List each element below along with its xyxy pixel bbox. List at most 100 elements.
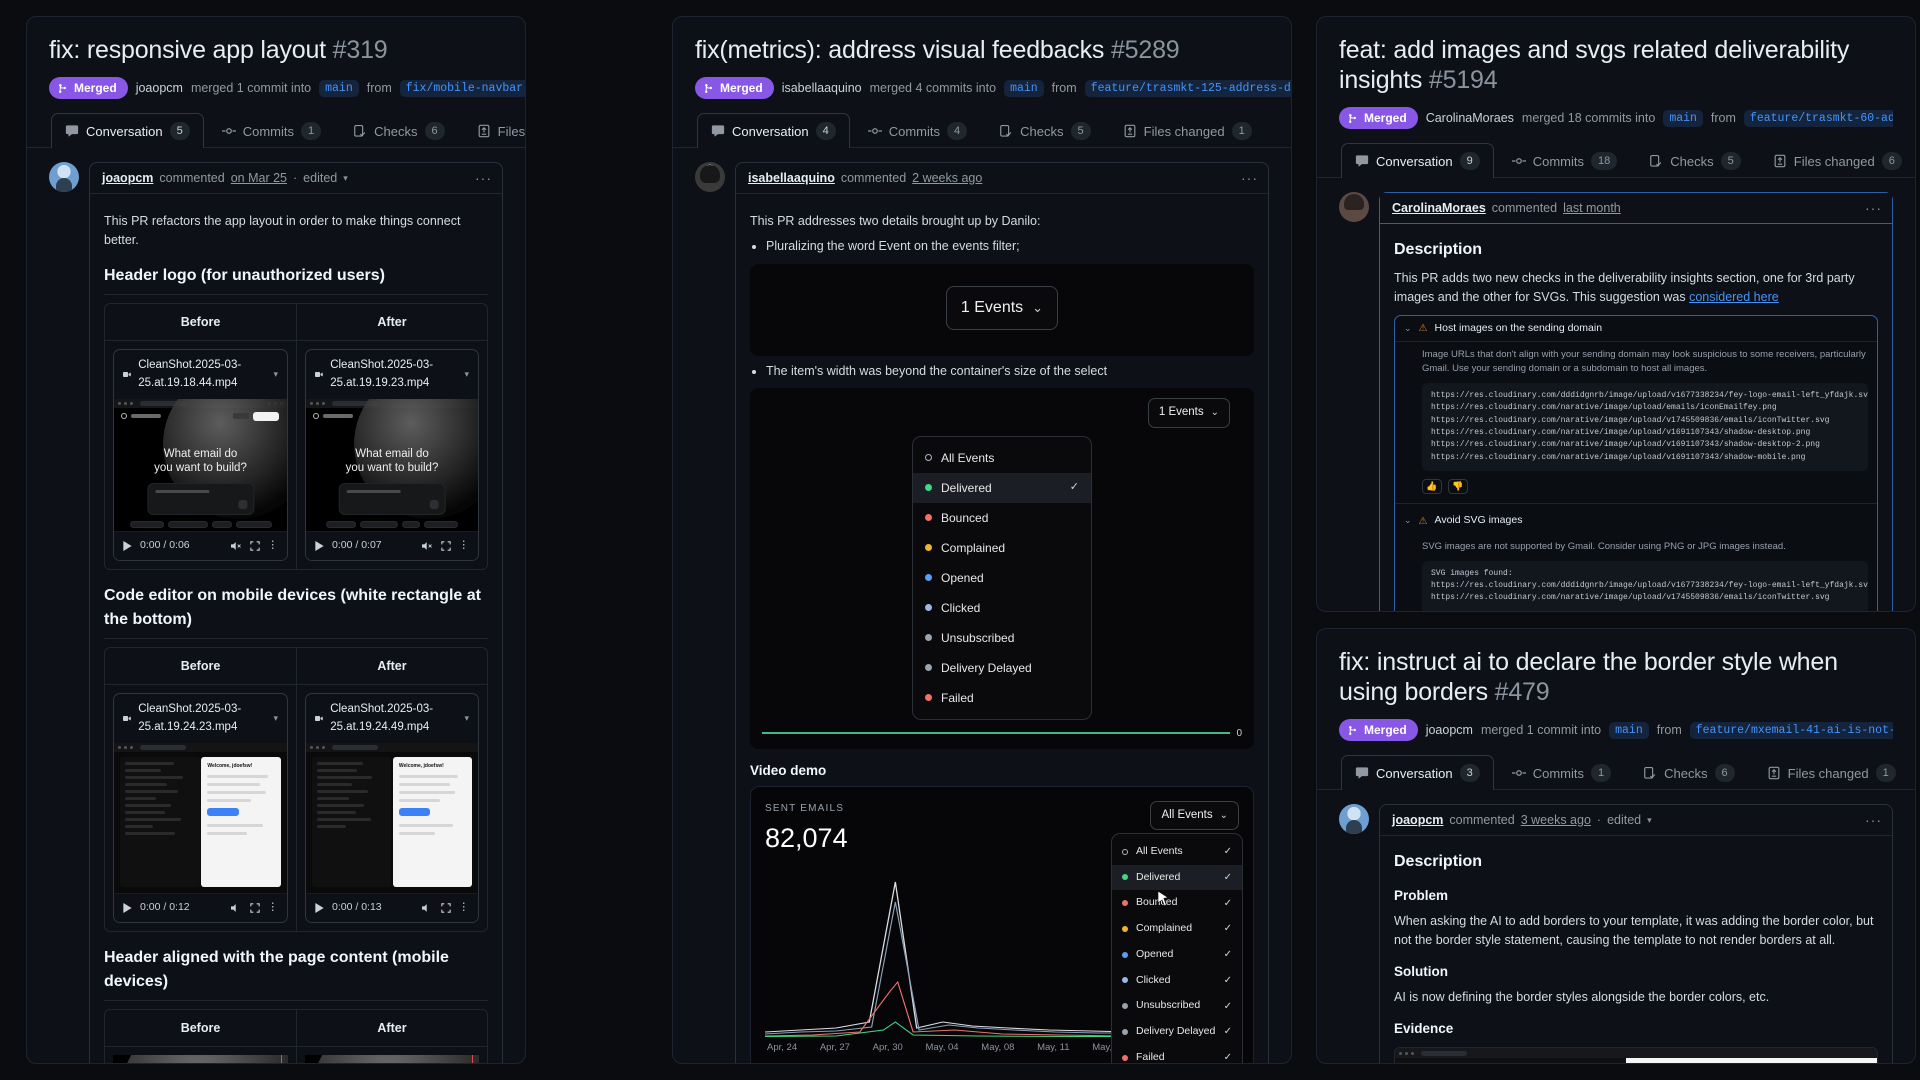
kebab-menu-icon[interactable]: ⋮	[458, 538, 470, 551]
kebab-menu-icon[interactable]: ⋮	[267, 900, 279, 913]
merge-actor[interactable]: CarolinaMoraes	[1425, 111, 1514, 125]
chart-dropdown-menu[interactable]: All Events ✓ Delivered ✓ Bounced ✓ Complain…	[1111, 832, 1243, 1063]
mute-icon[interactable]	[230, 903, 242, 913]
chevron-down-icon[interactable]: ▾	[343, 172, 348, 183]
tab-commits[interactable]: Commits 1	[208, 113, 335, 148]
tab-commits[interactable]: Commits 4	[854, 113, 981, 148]
events-dropdown-menu[interactable]: All Events Delivered ✓ Bounced Complained…	[912, 435, 1092, 720]
menu-item-opened[interactable]: Opened	[913, 563, 1091, 593]
tab-conversation[interactable]: Conversation 5	[51, 113, 204, 148]
tab-files-changed[interactable]: Files changed 13	[463, 113, 525, 148]
menu-item-failed[interactable]: Failed ✓	[1112, 1045, 1242, 1063]
menu-item-complained[interactable]: Complained	[913, 533, 1091, 563]
base-branch-chip[interactable]: main	[319, 79, 359, 97]
chevron-down-icon[interactable]: ▾	[273, 368, 278, 379]
tab-conversation[interactable]: Conversation 4	[697, 113, 850, 148]
tab-checks[interactable]: Checks 6	[339, 113, 458, 148]
tab-conversation[interactable]: Conversation 3	[1341, 755, 1494, 790]
play-icon[interactable]	[123, 902, 132, 913]
merge-actor[interactable]: isabellaaquino	[781, 81, 862, 95]
merge-actor[interactable]: joaopcm	[1425, 723, 1473, 737]
menu-item-unsubscribed[interactable]: Unsubscribed ✓	[1112, 993, 1242, 1019]
kebab-menu-icon[interactable]: ⋮	[267, 538, 279, 551]
mute-icon[interactable]	[230, 541, 242, 551]
kebab-menu-icon[interactable]: ···	[1865, 812, 1882, 828]
tab-conversation[interactable]: Conversation 9	[1341, 143, 1494, 178]
video-controls[interactable]: 0:00 / 0:12 ⋮	[114, 892, 287, 922]
thumbs-up-icon[interactable]: 👍	[1422, 479, 1442, 495]
mute-icon[interactable]	[421, 541, 433, 551]
comment-author[interactable]: joaopcm	[102, 171, 154, 185]
fullscreen-icon[interactable]	[440, 902, 451, 913]
video-player-before-2[interactable]: CleanShot.2025-03-25.at.19.24.23.mp4 ▾	[113, 693, 288, 923]
comment-timestamp[interactable]: on Mar 25	[230, 171, 287, 185]
fullscreen-icon[interactable]	[249, 540, 260, 551]
menu-item-delivered[interactable]: Delivered ✓	[913, 472, 1091, 503]
menu-item-clicked[interactable]: Clicked ✓	[1112, 968, 1242, 994]
play-icon[interactable]	[315, 540, 324, 551]
comment-author[interactable]: joaopcm	[1392, 813, 1444, 827]
chevron-down-icon[interactable]: ▾	[1647, 814, 1652, 825]
avatar[interactable]	[49, 162, 79, 192]
avatar[interactable]	[695, 162, 725, 192]
base-branch-chip[interactable]: main	[1663, 109, 1703, 127]
video-player-after-1[interactable]: CleanShot.2025-03-25.at.19.19.23.mp4 ▾	[305, 349, 479, 561]
comment-timestamp[interactable]: last month	[1563, 201, 1621, 215]
tab-commits[interactable]: Commits 1	[1498, 755, 1625, 790]
menu-item-failed[interactable]: Failed	[913, 683, 1091, 713]
menu-item-bounced[interactable]: Bounced	[913, 503, 1091, 533]
kebab-menu-icon[interactable]: ···	[1865, 200, 1882, 216]
mute-icon[interactable]	[421, 903, 433, 913]
menu-item-clicked[interactable]: Clicked	[913, 593, 1091, 623]
insight-header-2[interactable]: ⌄ ⚠ Avoid SVG images	[1395, 508, 1877, 534]
kebab-menu-icon[interactable]: ···	[475, 170, 492, 186]
insight-header[interactable]: ⌄ ⚠ Host images on the sending domain	[1395, 316, 1877, 343]
chevron-down-icon[interactable]: ▾	[273, 712, 278, 723]
video-controls[interactable]: 0:00 / 0:13 ⋮	[306, 892, 478, 922]
avatar[interactable]	[1339, 192, 1369, 222]
head-branch-chip[interactable]: feature/mxemail-41-ai-is-not-working-pro…	[1689, 721, 1893, 739]
chevron-down-icon[interactable]: ▾	[464, 368, 469, 379]
head-branch-chip[interactable]: feature/trasmkt-125-address-design-visua…	[1084, 79, 1291, 97]
avatar[interactable]	[1339, 804, 1369, 834]
tab-files-changed[interactable]: Files changed 1	[1109, 113, 1266, 148]
tab-commits[interactable]: Commits 18	[1498, 143, 1632, 178]
tab-checks[interactable]: Checks 5	[1635, 143, 1754, 178]
comment-timestamp[interactable]: 3 weeks ago	[1520, 813, 1591, 827]
chevron-down-icon[interactable]: ▾	[464, 712, 469, 723]
menu-item-delivery-delayed[interactable]: Delivery Delayed ✓	[1112, 1019, 1242, 1045]
events-select-large[interactable]: 1 Events ⌄	[945, 285, 1059, 330]
menu-item-delivered[interactable]: Delivered ✓	[1112, 864, 1242, 891]
tab-files-changed[interactable]: Files changed 1	[1753, 755, 1910, 790]
chevron-down-icon[interactable]: ⌄	[1404, 322, 1412, 333]
video-player-after-2[interactable]: CleanShot.2025-03-25.at.19.24.49.mp4 ▾	[305, 693, 479, 923]
menu-item-all-events[interactable]: All Events	[913, 443, 1091, 473]
considered-here-link[interactable]: considered here	[1689, 289, 1779, 304]
thumbs-down-icon[interactable]: 👎	[1448, 479, 1468, 495]
tab-checks[interactable]: Checks 5	[985, 113, 1104, 148]
video-controls[interactable]: 0:00 / 0:07 ⋮	[306, 530, 478, 560]
head-branch-chip[interactable]: feature/trasmkt-60-add-images-and-svgs-r…	[1743, 109, 1893, 127]
play-icon[interactable]	[123, 540, 132, 551]
events-select-small[interactable]: 1 Events ⌄	[1147, 398, 1230, 428]
fullscreen-icon[interactable]	[440, 540, 451, 551]
menu-item-delivery-delayed[interactable]: Delivery Delayed	[913, 653, 1091, 683]
comment-author[interactable]: isabellaaquino	[748, 171, 835, 185]
video-controls[interactable]: 0:00 / 0:06 ⋮	[114, 530, 287, 560]
base-branch-chip[interactable]: main	[1004, 79, 1044, 97]
kebab-menu-icon[interactable]: ···	[1241, 170, 1258, 186]
comment-author[interactable]: CarolinaMoraes	[1392, 201, 1486, 215]
menu-item-all-events[interactable]: All Events ✓	[1112, 839, 1242, 865]
menu-item-unsubscribed[interactable]: Unsubscribed	[913, 623, 1091, 653]
merge-actor[interactable]: joaopcm	[135, 81, 183, 95]
video-player-before-1[interactable]: CleanShot.2025-03-25.at.19.18.44.mp4 ▾	[113, 349, 288, 561]
tab-files-changed[interactable]: Files changed 6	[1759, 143, 1915, 178]
menu-item-bounced[interactable]: Bounced ✓	[1112, 890, 1242, 916]
comment-edited[interactable]: edited	[1607, 813, 1642, 827]
menu-item-complained[interactable]: Complained ✓	[1112, 916, 1242, 942]
comment-timestamp[interactable]: 2 weeks ago	[912, 171, 983, 185]
menu-item-opened[interactable]: Opened ✓	[1112, 942, 1242, 968]
play-icon[interactable]	[315, 902, 324, 913]
base-branch-chip[interactable]: main	[1609, 721, 1649, 739]
chart-events-select[interactable]: All Events ⌄	[1150, 800, 1239, 830]
